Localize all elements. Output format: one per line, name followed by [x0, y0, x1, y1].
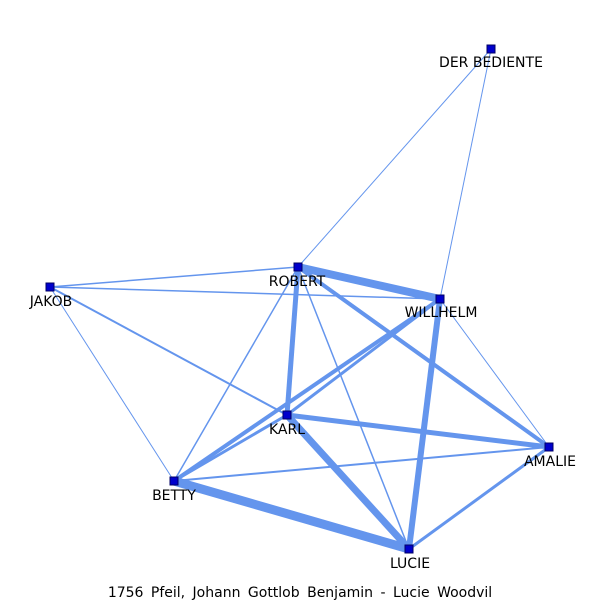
node-lucie [404, 544, 414, 554]
node-label-betty: BETTY [152, 488, 196, 504]
edge-jakob-karl [49, 286, 288, 416]
edge-jakob-betty [49, 286, 175, 482]
edge-betty-amalie [173, 446, 550, 482]
edge-karl-amalie [286, 412, 550, 450]
node-willhelm [435, 294, 445, 304]
node-jakob [45, 282, 55, 292]
node-label-willhelm: WILLHELM [405, 305, 478, 321]
node-label-karl: KARL [269, 422, 305, 438]
edge-betty-lucie [172, 476, 411, 554]
node-label-lucie: LUCIE [390, 556, 430, 572]
edge-willhelm-der-bediente [439, 48, 492, 300]
node-der-bediente [486, 44, 496, 54]
edge-jakob-willhelm [49, 286, 441, 300]
edge-robert-lucie [297, 266, 410, 550]
node-label-robert: ROBERT [269, 274, 326, 290]
node-label-der-bediente: DER BEDIENTE [439, 55, 543, 71]
edge-robert-willhelm [297, 263, 441, 303]
edge-robert-amalie [296, 265, 551, 449]
edge-willhelm-amalie [439, 298, 550, 448]
edge-willhelm-lucie [406, 298, 443, 550]
graph-caption: 1756 Pfeil, Johann Gottlob Benjamin - Lu… [108, 585, 492, 600]
edge-karl-lucie [284, 412, 412, 552]
edge-lucie-amalie [408, 445, 550, 551]
node-karl [282, 410, 292, 420]
edge-betty-willhelm [172, 297, 442, 483]
labels-layer: DER BEDIENTE ROBERT JAKOB WILLHELM KARL AMALI… [29, 55, 576, 572]
edge-betty-karl [173, 413, 288, 483]
edges-layer [49, 48, 551, 554]
node-betty [169, 476, 179, 486]
edge-robert-karl [284, 266, 301, 416]
node-label-jakob: JAKOB [29, 294, 73, 310]
edge-karl-willhelm [286, 297, 441, 417]
node-amalie [544, 442, 554, 452]
edge-jakob-robert [49, 266, 299, 288]
edge-robert-der-bediente [297, 48, 492, 268]
node-label-amalie: AMALIE [524, 454, 576, 470]
nodes-layer [45, 44, 554, 554]
edge-robert-betty [173, 266, 299, 482]
node-robert [293, 262, 303, 272]
